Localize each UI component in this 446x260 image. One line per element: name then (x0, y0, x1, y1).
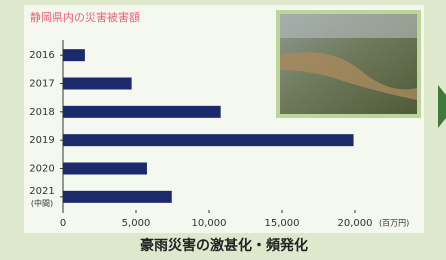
caption: 豪雨災害の激甚化・頻発化 (140, 237, 308, 254)
x-tick-label: 5,000 (122, 218, 151, 229)
x-tick-label: 10,000 (192, 218, 227, 229)
y-tick-label: 2021(中間) (29, 186, 54, 208)
arrow (438, 85, 446, 128)
y-tick-label: 2019 (29, 135, 54, 146)
chart-title: 静岡県内の災害被害額 (30, 10, 140, 24)
photo-sky (280, 14, 417, 38)
x-tick-label: 0 (60, 218, 66, 229)
y-tick-label: 2018 (29, 107, 54, 118)
bar (63, 191, 172, 203)
x-tick-label: 20,000 (338, 218, 373, 229)
page: {"chart_data": {"type": "hbar", "title":… (0, 0, 446, 260)
bar (63, 49, 85, 61)
y-tick-label: 2020 (29, 164, 54, 175)
bar (63, 163, 147, 175)
x-unit: (百万円) (379, 219, 409, 228)
bar (63, 106, 221, 118)
chart: 静岡県内の災害被害額 豪雨災害の激甚化・頻発化 0 5,000 10,000 15,0… (0, 0, 446, 260)
x-tick-label: 15,000 (265, 218, 300, 229)
y-tick-label: 2016 (29, 50, 54, 61)
photo (276, 10, 421, 118)
y-tick-label: 2017 (29, 79, 54, 90)
bar (63, 78, 132, 90)
bar (63, 134, 354, 146)
